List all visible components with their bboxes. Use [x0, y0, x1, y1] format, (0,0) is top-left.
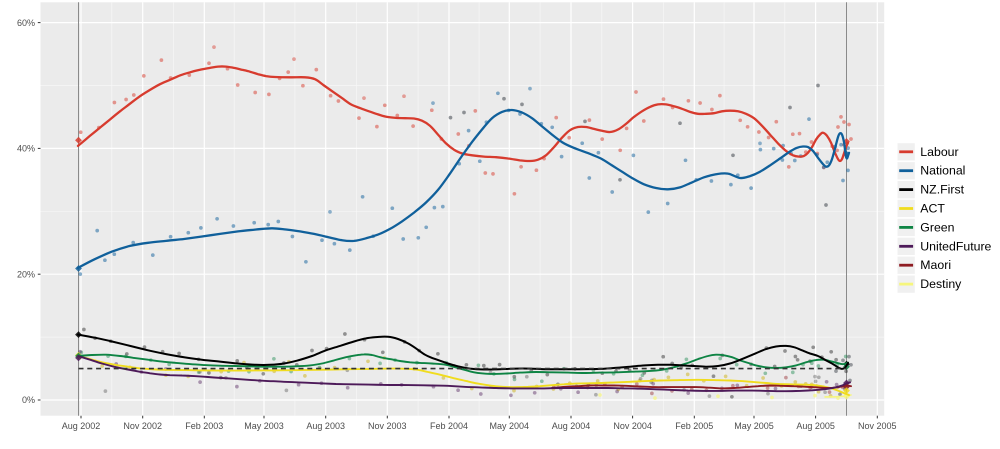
svg-text:Aug 2004: Aug 2004	[552, 421, 591, 431]
svg-text:Maori: Maori	[920, 258, 951, 272]
svg-text:Labour: Labour	[920, 145, 958, 159]
svg-text:May 2005: May 2005	[734, 421, 774, 431]
svg-text:Aug 2003: Aug 2003	[306, 421, 345, 431]
svg-text:ACT: ACT	[920, 202, 945, 216]
svg-text:May 2003: May 2003	[244, 421, 284, 431]
svg-text:Feb 2004: Feb 2004	[430, 421, 468, 431]
svg-text:Feb 2003: Feb 2003	[185, 421, 223, 431]
svg-text:Aug 2005: Aug 2005	[796, 421, 835, 431]
svg-text:May 2004: May 2004	[490, 421, 530, 431]
svg-text:Nov 2004: Nov 2004	[613, 421, 652, 431]
svg-text:Feb 2005: Feb 2005	[675, 421, 713, 431]
svg-text:40%: 40%	[17, 144, 35, 154]
svg-text:Green: Green	[920, 220, 954, 234]
svg-text:0%: 0%	[22, 395, 35, 405]
svg-text:60%: 60%	[17, 18, 35, 28]
svg-text:National: National	[920, 164, 965, 178]
svg-text:Nov 2005: Nov 2005	[858, 421, 897, 431]
svg-text:20%: 20%	[17, 269, 35, 279]
svg-text:Destiny: Destiny	[920, 277, 962, 291]
svg-text:Nov 2003: Nov 2003	[368, 421, 407, 431]
svg-text:UnitedFuture: UnitedFuture	[920, 239, 991, 253]
svg-text:Aug 2002: Aug 2002	[62, 421, 101, 431]
svg-text:NZ.First: NZ.First	[920, 183, 964, 197]
svg-text:Nov 2002: Nov 2002	[123, 421, 162, 431]
